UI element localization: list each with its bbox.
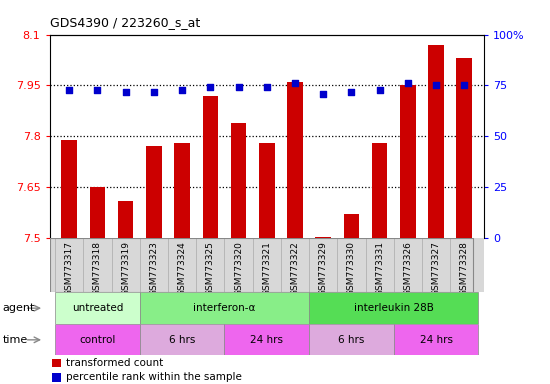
Text: GSM773317: GSM773317 bbox=[65, 241, 74, 296]
Bar bbox=[52, 359, 61, 367]
Text: GSM773319: GSM773319 bbox=[121, 241, 130, 296]
Text: GSM773328: GSM773328 bbox=[460, 241, 469, 296]
Text: GSM773325: GSM773325 bbox=[206, 241, 215, 296]
Text: GDS4390 / 223260_s_at: GDS4390 / 223260_s_at bbox=[50, 17, 200, 30]
Bar bbox=[231, 123, 246, 238]
Text: control: control bbox=[79, 335, 116, 345]
Bar bbox=[456, 58, 472, 238]
Text: GSM773323: GSM773323 bbox=[150, 241, 158, 296]
Text: 24 hrs: 24 hrs bbox=[250, 335, 283, 345]
Bar bbox=[394, 324, 478, 355]
Text: GSM773318: GSM773318 bbox=[93, 241, 102, 296]
Bar bbox=[52, 373, 61, 382]
Text: interferon-α: interferon-α bbox=[193, 303, 256, 313]
Point bbox=[262, 84, 271, 91]
Bar bbox=[344, 214, 359, 238]
Bar bbox=[62, 140, 77, 238]
Text: interleukin 28B: interleukin 28B bbox=[354, 303, 433, 313]
Point bbox=[432, 83, 441, 89]
Point bbox=[150, 88, 158, 94]
Text: time: time bbox=[3, 335, 28, 345]
Bar bbox=[174, 143, 190, 238]
Bar bbox=[118, 201, 134, 238]
Text: GSM773327: GSM773327 bbox=[432, 241, 441, 296]
Text: untreated: untreated bbox=[72, 303, 123, 313]
Bar bbox=[202, 96, 218, 238]
Text: GSM773320: GSM773320 bbox=[234, 241, 243, 296]
Text: GSM773331: GSM773331 bbox=[375, 241, 384, 296]
Bar bbox=[259, 143, 274, 238]
Bar bbox=[309, 292, 478, 324]
Point bbox=[375, 86, 384, 93]
Text: 6 hrs: 6 hrs bbox=[169, 335, 195, 345]
Point bbox=[403, 80, 412, 86]
Text: agent: agent bbox=[3, 303, 35, 313]
Point bbox=[319, 91, 328, 97]
Bar bbox=[428, 45, 444, 238]
Point bbox=[178, 86, 186, 93]
Bar bbox=[55, 324, 140, 355]
Bar bbox=[309, 324, 394, 355]
Point bbox=[65, 86, 74, 93]
Text: transformed count: transformed count bbox=[66, 358, 163, 368]
Point bbox=[234, 84, 243, 91]
Point bbox=[460, 83, 469, 89]
Text: GSM773321: GSM773321 bbox=[262, 241, 271, 296]
Point bbox=[206, 84, 214, 91]
Point bbox=[347, 88, 356, 94]
Point bbox=[122, 88, 130, 94]
Bar bbox=[146, 147, 162, 238]
Text: 6 hrs: 6 hrs bbox=[338, 335, 365, 345]
Text: 24 hrs: 24 hrs bbox=[420, 335, 453, 345]
Bar bbox=[55, 292, 140, 324]
Point bbox=[93, 86, 102, 93]
Text: GSM773326: GSM773326 bbox=[403, 241, 412, 296]
Bar bbox=[372, 143, 387, 238]
Bar bbox=[90, 187, 105, 238]
Text: GSM773324: GSM773324 bbox=[178, 241, 186, 296]
Bar bbox=[315, 237, 331, 238]
Text: percentile rank within the sample: percentile rank within the sample bbox=[66, 372, 242, 382]
Point bbox=[290, 80, 299, 86]
Text: GSM773329: GSM773329 bbox=[318, 241, 328, 296]
Bar bbox=[140, 324, 224, 355]
Bar bbox=[400, 85, 416, 238]
Bar bbox=[224, 324, 309, 355]
Bar bbox=[287, 82, 303, 238]
Text: GSM773330: GSM773330 bbox=[347, 241, 356, 296]
Text: GSM773322: GSM773322 bbox=[290, 241, 299, 296]
Bar bbox=[140, 292, 309, 324]
